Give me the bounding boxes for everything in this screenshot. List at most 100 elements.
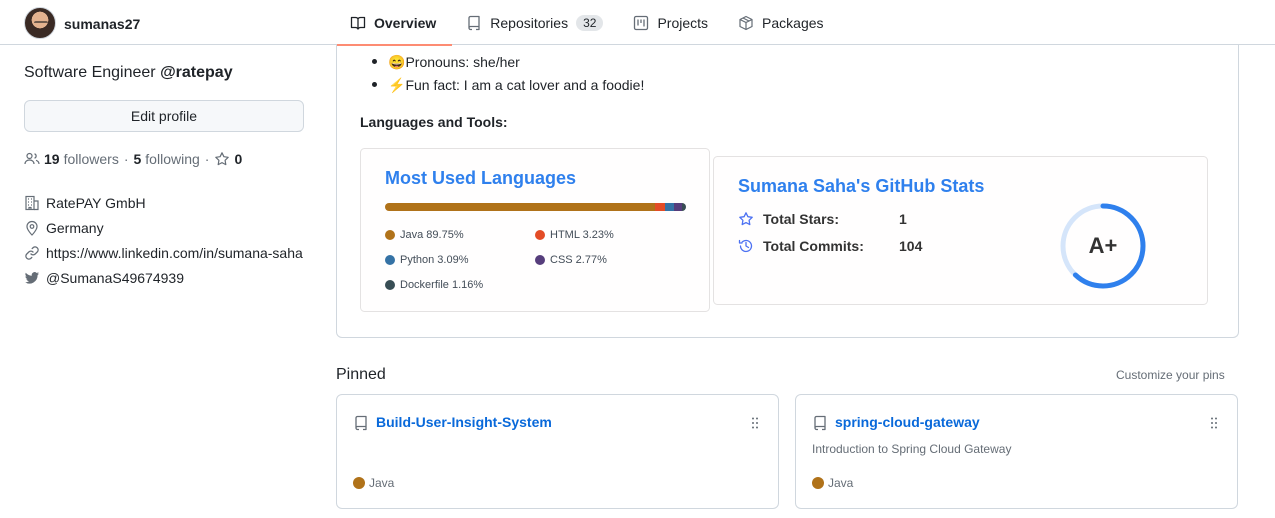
profile-bio: Software Engineer @ratepay [24, 64, 233, 82]
legend-label: HTML 3.23% [550, 229, 614, 241]
tab-projects-label: Projects [657, 14, 709, 31]
tab-overview-label: Overview [374, 14, 437, 31]
html-swatch [535, 230, 545, 240]
followers-count: 19 [44, 151, 60, 167]
language-color-dot [812, 477, 824, 489]
total-stars-row: Total Stars: 1 [738, 211, 907, 227]
package-icon [738, 15, 754, 31]
organization-icon [24, 195, 40, 211]
star-icon [214, 151, 230, 167]
project-icon [633, 15, 649, 31]
language-bar-segment-python [664, 203, 675, 211]
top-languages-title: Most Used Languages [385, 168, 577, 188]
pinned-repo-language: Java [353, 476, 394, 490]
drag-handle-icon[interactable] [752, 417, 758, 429]
bullet-text: Fun fact: I am a cat lover and a foodie! [405, 77, 645, 93]
python-swatch [385, 255, 395, 265]
website-link[interactable]: https://www.linkedin.com/in/sumana-saha [46, 244, 303, 261]
legend-item-python: Python 3.09% [385, 254, 469, 266]
tab-packages[interactable]: Packages [724, 0, 839, 45]
github-stats-title: Sumana Saha's GitHub Stats [738, 176, 985, 196]
legend-item-java: Java 89.75% [385, 229, 464, 241]
company-row: RatePAY GmbH [24, 190, 303, 215]
legend-label: Python 3.09% [400, 254, 469, 266]
top-languages-card[interactable]: Most Used Languages Java 89.75% HTML 3.2… [360, 148, 710, 312]
profile-readme [336, 44, 1239, 338]
avatar[interactable] [24, 7, 56, 39]
stars-link[interactable]: 0 [214, 151, 246, 167]
website-row: https://www.linkedin.com/in/sumana-saha [24, 240, 303, 265]
language-name: Java [828, 476, 854, 490]
pinned-repo-description: Introduction to Spring Cloud Gateway [812, 442, 1012, 456]
pinned-repo-name[interactable]: Build-User-Insight-System [376, 414, 552, 430]
rank-progress-arc [1060, 203, 1146, 289]
languages-heading: Languages and Tools: [360, 114, 508, 130]
rank-circle [1060, 203, 1146, 289]
language-bar-segment-dockerfile [682, 203, 686, 211]
following-count: 5 [133, 151, 142, 167]
lightning-emoji: ⚡ [388, 77, 406, 93]
drag-handle-icon[interactable] [1211, 417, 1217, 429]
list-item: ⚡Fun fact: I am a cat lover and a foodie… [371, 75, 645, 98]
followers-link[interactable]: 19 followers [44, 151, 119, 167]
twitter-row: @SumanaS49674939 [24, 265, 303, 290]
language-name: Java [369, 476, 395, 490]
twitter-handle[interactable]: @SumanaS49674939 [46, 269, 184, 286]
tab-overview[interactable]: Overview [336, 0, 453, 46]
username[interactable]: sumanas27 [64, 16, 141, 32]
legend-item-html: HTML 3.23% [535, 229, 614, 241]
star-icon [738, 211, 754, 227]
tab-packages-label: Packages [762, 14, 824, 31]
customize-pins-link[interactable]: Customize your pins [1116, 368, 1225, 382]
language-bar-segment-java [385, 203, 656, 211]
edit-profile-button[interactable]: Edit profile [24, 100, 304, 132]
bio-text: Software Engineer [24, 64, 161, 81]
legend-label: Java 89.75% [400, 229, 464, 241]
legend-item-dockerfile: Dockerfile 1.16% [385, 279, 483, 291]
link-icon [24, 245, 40, 261]
separator: · [123, 151, 129, 167]
css-swatch [535, 255, 545, 265]
rank-grade: A+ [1088, 233, 1118, 258]
repo-icon [466, 15, 482, 31]
pinned-repo-card: Build-User-Insight-System Java [336, 394, 779, 509]
language-bar-segment-css [674, 203, 683, 211]
language-color-dot [353, 477, 365, 489]
bio-org-link[interactable]: @ratepay [160, 64, 233, 81]
top-navigation-bar: sumanas27 Overview Repositories 32 Proje… [0, 0, 1275, 46]
pinned-heading: Pinned [336, 366, 386, 383]
location-icon [24, 220, 40, 236]
history-icon [738, 238, 754, 254]
pinned-repo-name[interactable]: spring-cloud-gateway [835, 414, 980, 430]
total-commits-label: Total Commits: [763, 238, 864, 254]
bullet-text: Pronouns: she/her [405, 54, 520, 70]
total-stars-label: Total Stars: [763, 211, 839, 227]
legend-label: CSS 2.77% [550, 254, 607, 266]
total-stars-value: 1 [899, 211, 907, 227]
people-icon [24, 151, 40, 167]
tab-repositories[interactable]: Repositories 32 [452, 0, 619, 45]
book-icon [350, 15, 366, 31]
twitter-icon [24, 270, 40, 286]
following-label: following [145, 151, 200, 167]
language-bar-segment-html [655, 203, 665, 211]
language-progress-bar [385, 203, 686, 211]
legend-label: Dockerfile 1.16% [400, 279, 484, 291]
stars-count: 0 [234, 151, 243, 167]
profile-tabs: Overview Repositories 32 Projects Packag… [336, 0, 840, 46]
profile-details: RatePAY GmbH Germany https://www.linkedi… [24, 190, 303, 290]
readme-bullets: 😄Pronouns: she/her ⚡Fun fact: I am a cat… [371, 52, 645, 98]
list-item: 😄Pronouns: she/her [371, 52, 644, 75]
pinned-repo-card: spring-cloud-gateway Introduction to Spr… [795, 394, 1238, 509]
github-stats-card[interactable]: Sumana Saha's GitHub Stats Total Stars: … [713, 156, 1208, 305]
repositories-count-badge: 32 [576, 14, 604, 31]
tab-projects[interactable]: Projects [619, 0, 724, 45]
java-swatch [385, 230, 395, 240]
following-link[interactable]: 5 following [134, 151, 200, 167]
location-text: Germany [46, 219, 104, 236]
followers-label: followers [63, 151, 119, 167]
total-commits-row: Total Commits: 104 [738, 238, 922, 254]
repo-icon [812, 415, 828, 431]
dockerfile-swatch [385, 280, 395, 290]
total-commits-value: 104 [899, 238, 923, 254]
